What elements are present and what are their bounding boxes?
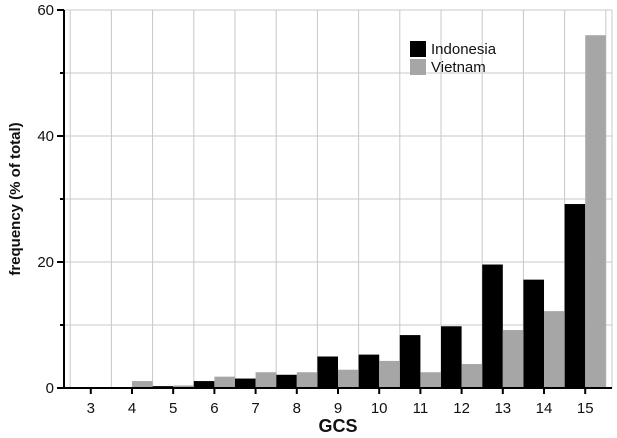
- bar-vietnam-14: [544, 311, 565, 388]
- bar-indonesia-12: [441, 326, 462, 388]
- bars: [70, 35, 606, 388]
- x-tick-label: 6: [210, 400, 218, 417]
- y-tick-label: 40: [37, 128, 54, 145]
- y-ticks: 0 20 40 60: [37, 2, 64, 397]
- bar-vietnam-11: [420, 372, 442, 388]
- bar-vietnam-8: [296, 372, 318, 388]
- y-tick-label: 60: [37, 2, 54, 19]
- bar-indonesia-6: [193, 381, 215, 388]
- legend-swatch-vietnam: [410, 59, 426, 75]
- bar-indonesia-13: [482, 264, 503, 388]
- bar-vietnam-12: [461, 364, 483, 388]
- x-tick-label: 10: [371, 400, 388, 417]
- bar-indonesia-11: [399, 335, 421, 388]
- x-tick-label: 7: [251, 400, 259, 417]
- bar-vietnam-5: [173, 385, 194, 388]
- bar-vietnam-13: [502, 330, 524, 388]
- bar-vietnam-7: [255, 372, 277, 388]
- x-tick-label: 5: [169, 400, 177, 417]
- x-tick-label: 11: [413, 400, 429, 417]
- x-tick-label: 9: [334, 400, 342, 417]
- bar-indonesia-10: [358, 354, 380, 388]
- x-axis-title: GCS: [318, 416, 357, 436]
- bar-indonesia-7: [234, 378, 256, 388]
- bar-vietnam-4: [131, 381, 153, 388]
- bar-vietnam-9: [338, 369, 359, 388]
- x-tick-label: 14: [536, 400, 553, 417]
- x-tick-label: 13: [494, 400, 511, 417]
- x-tick-label: 12: [453, 400, 470, 417]
- x-tick-label: 8: [293, 400, 301, 417]
- x-tick-label: 15: [577, 400, 594, 417]
- bar-indonesia-14: [523, 279, 545, 388]
- bar-indonesia-9: [317, 356, 338, 388]
- bar-indonesia-15: [564, 204, 586, 388]
- bar-vietnam-6: [214, 376, 235, 388]
- y-tick-label: 20: [37, 254, 54, 271]
- y-tick-label: 0: [46, 380, 54, 397]
- bar-vietnam-10: [379, 360, 400, 388]
- bar-vietnam-15: [585, 35, 606, 388]
- x-tick-label: 4: [128, 400, 136, 417]
- bar-indonesia-8: [276, 374, 297, 388]
- x-ticks: 3 4 5 6 7 8 9 10 11 12 13 14 15: [87, 388, 594, 417]
- legend-swatch-indonesia: [410, 41, 426, 57]
- y-axis-title: frequency (% of total): [7, 122, 24, 275]
- legend-label-indonesia: Indonesia: [431, 41, 497, 58]
- legend-label-vietnam: Vietnam: [431, 59, 486, 76]
- x-tick-label: 3: [87, 400, 95, 417]
